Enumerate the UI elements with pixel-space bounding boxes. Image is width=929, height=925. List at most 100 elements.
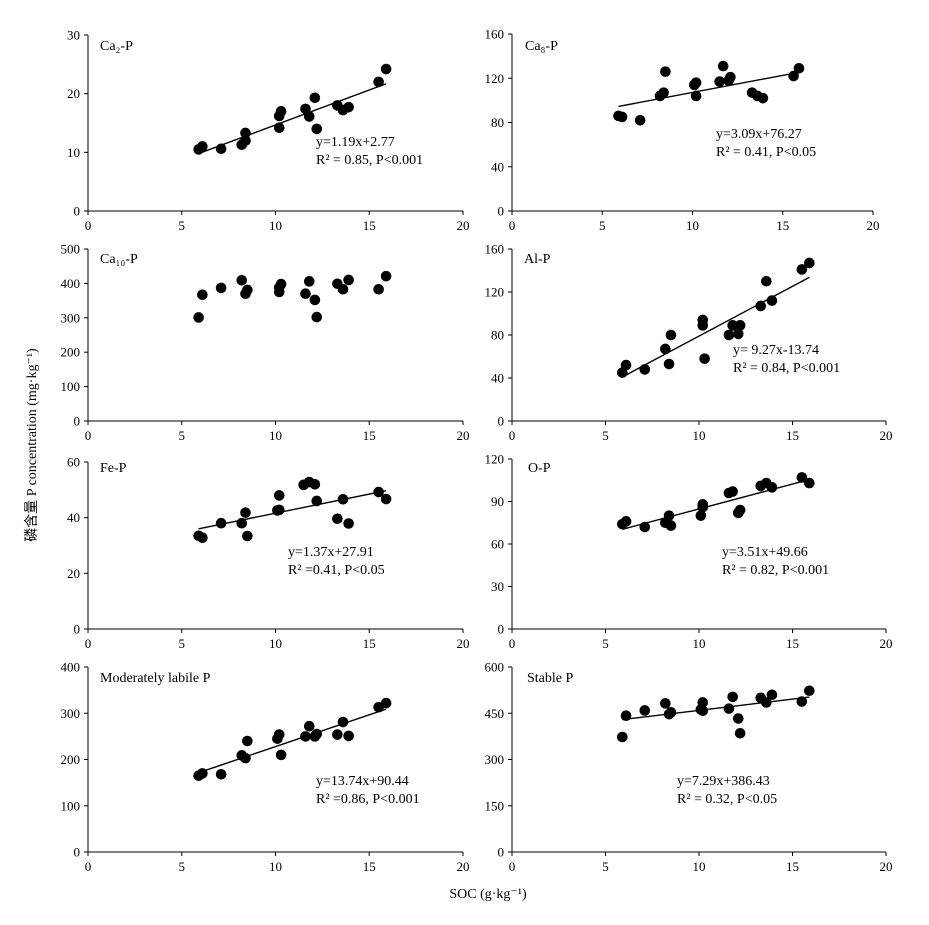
al-p-equation: y= 9.27x-13.74: [733, 343, 819, 358]
fe-p-y-tick-label: 60: [67, 455, 80, 470]
ca10-p-data-point: [343, 274, 354, 286]
fe-p-panel: 0 5 10 15 20 0 20 40 60 Fe-P y=1.37x+27.91 R² =0.41…: [67, 455, 470, 652]
al-p-data-point: [734, 320, 746, 331]
fe-p-data-point: [343, 518, 354, 529]
o-p-data-point: [796, 472, 808, 483]
ca10-p-y-tick-label: 0: [74, 414, 81, 429]
moderately-labile-p-data-point: [332, 729, 343, 740]
ca2-p-data-point: [309, 92, 321, 104]
stable-p-data-point: [620, 710, 632, 722]
ca2-p-data-point: [215, 143, 227, 155]
al-p-data-point: [699, 353, 710, 364]
stable-p-y-tick-label: 300: [485, 752, 505, 767]
ca2-p-data-point: [197, 141, 208, 152]
stable-p-data-point: [796, 696, 808, 707]
ca10-p-x-tick-label: 0: [85, 428, 92, 443]
ca2-p-y-tick-label: 10: [67, 145, 80, 160]
stable-p-x-tick-label: 0: [509, 859, 516, 874]
ca8-p-data-point: [616, 111, 628, 123]
ca8-p-y-tick-label: 0: [498, 204, 505, 219]
o-p-equation: y=3.51x+49.66: [722, 545, 808, 560]
o-p-x-tick-label: 20: [880, 636, 893, 651]
al-p-x-tick-label: 15: [786, 428, 799, 443]
stable-p-x-tick-label: 5: [602, 859, 609, 874]
ca10-p-x-tick-label: 5: [179, 428, 186, 443]
fe-p-equation: y=1.37x+27.91: [288, 545, 374, 560]
moderately-labile-p-panel-label: Moderately labile P: [100, 671, 211, 686]
ca8-p-x-tick-label: 0: [509, 218, 516, 233]
o-p-data-point: [697, 499, 709, 510]
ca2-p-equation: y=1.19x+2.77: [316, 135, 395, 150]
ca2-p-y-tick-label: 30: [67, 28, 80, 43]
stable-p-data-point: [732, 713, 744, 724]
ca8-p-fit-stats: R² = 0.41, P<0.05: [716, 145, 816, 160]
al-p-data-point: [697, 314, 709, 326]
o-p-data-point: [639, 521, 651, 533]
fe-p-data-point: [373, 486, 384, 498]
ca10-p-data-point: [337, 283, 349, 295]
moderately-labile-p-data-point: [275, 749, 287, 761]
fe-p-x-tick-label: 5: [179, 636, 186, 651]
stable-p-data-point: [617, 731, 628, 743]
ca10-p-data-point: [193, 312, 204, 323]
ca10-p-y-tick-label: 200: [61, 345, 81, 360]
ca2-p-data-point: [380, 63, 392, 75]
al-p-x-tick-label: 5: [602, 428, 609, 443]
ca10-p-data-point: [311, 311, 323, 323]
fe-p-y-tick-label: 40: [67, 510, 80, 525]
al-p-data-point: [761, 275, 772, 287]
stable-p-panel-label: Stable P: [527, 671, 573, 686]
fe-p-data-point: [332, 513, 343, 525]
fe-p-data-point: [337, 493, 349, 505]
ca10-p-x-tick-label: 15: [363, 428, 376, 443]
stable-p-x-tick-label: 15: [786, 859, 799, 874]
ca2-p-x-tick-label: 20: [457, 218, 470, 233]
fe-p-data-point: [311, 495, 323, 507]
stable-p-equation: y=7.29x+386.43: [677, 774, 770, 789]
al-p-y-tick-label: 40: [491, 371, 504, 386]
ca2-p-x-tick-label: 15: [363, 218, 376, 233]
al-p-panel-label: Al-P: [524, 252, 551, 267]
ca8-p-x-tick-label: 5: [599, 218, 606, 233]
ca8-p-data-point: [690, 77, 702, 88]
o-p-panel-label: O-P: [528, 461, 551, 476]
ca10-p-x-tick-label: 10: [269, 428, 282, 443]
ca8-p-data-point: [690, 90, 702, 102]
o-p-y-tick-label: 90: [491, 494, 504, 509]
stable-p-data-point: [697, 697, 709, 708]
ca2-p-data-point: [273, 122, 285, 133]
fe-p-data-point: [240, 507, 251, 518]
y-axis-title: 磷含量 P concentration (mg·kg⁻¹): [24, 348, 40, 542]
ca8-p-data-point: [725, 71, 736, 83]
ca10-p-data-point: [273, 286, 285, 298]
stable-p-y-tick-label: 0: [498, 845, 505, 860]
moderately-labile-p-data-point: [300, 731, 311, 742]
moderately-labile-p-data-point: [197, 768, 208, 779]
al-p-x-tick-label: 10: [693, 428, 706, 443]
o-p-data-point: [663, 510, 675, 521]
ca2-p-regression-line: [198, 83, 387, 155]
ca2-p-panel-label: Ca₂-P: [100, 39, 133, 54]
ca8-p-panel: 0 5 10 15 20 0 40 80 120 160 Ca₈-P y=3.09x+76.27 R² …: [485, 27, 880, 234]
stable-p-x-tick-label: 10: [693, 859, 706, 874]
stable-p-x-tick-label: 20: [880, 859, 893, 874]
fe-p-data-point: [309, 478, 321, 490]
ca8-p-y-tick-label: 80: [491, 115, 504, 130]
stable-p-regression-line: [622, 696, 810, 721]
ca10-p-x-tick-label: 20: [457, 428, 470, 443]
ca10-p-data-point: [380, 270, 392, 282]
moderately-labile-p-x-tick-label: 0: [85, 859, 92, 874]
o-p-y-tick-label: 60: [491, 537, 504, 552]
moderately-labile-p-y-tick-label: 300: [61, 706, 81, 721]
al-p-y-tick-label: 160: [485, 242, 505, 257]
ca2-p-data-point: [311, 123, 323, 135]
moderately-labile-p-data-point: [380, 697, 392, 709]
ca8-p-panel-label: Ca₈-P: [525, 39, 558, 54]
moderately-labile-p-data-point: [242, 735, 253, 747]
moderately-labile-p-y-tick-label: 100: [61, 798, 81, 813]
ca8-p-data-point: [714, 76, 725, 87]
ca2-p-data-point: [373, 76, 384, 88]
fe-p-data-point: [197, 532, 208, 544]
